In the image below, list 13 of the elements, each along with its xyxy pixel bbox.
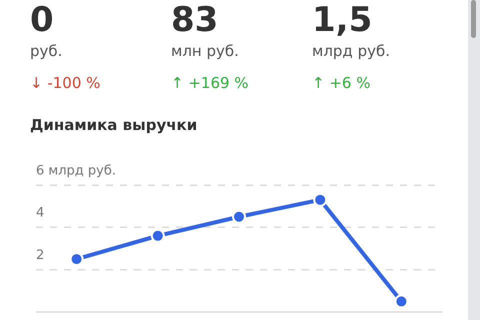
text: 0 <box>30 0 55 40</box>
text: 83 <box>171 0 220 40</box>
chart-title: Динамика выручки <box>30 116 198 134</box>
text: ↑ +169 % <box>171 73 250 94</box>
text: руб. <box>30 41 64 62</box>
y-tick-label: 6 млрд руб. <box>36 163 116 178</box>
text: млрд руб. <box>312 41 391 62</box>
text: 1,5 <box>312 0 374 40</box>
text: ↑ +6 % <box>312 73 372 94</box>
y-tick-label: 4 <box>36 206 44 221</box>
text: млн руб. <box>171 41 240 62</box>
text: ↓ -100 % <box>30 73 102 94</box>
y-tick-label: 2 <box>36 248 44 264</box>
